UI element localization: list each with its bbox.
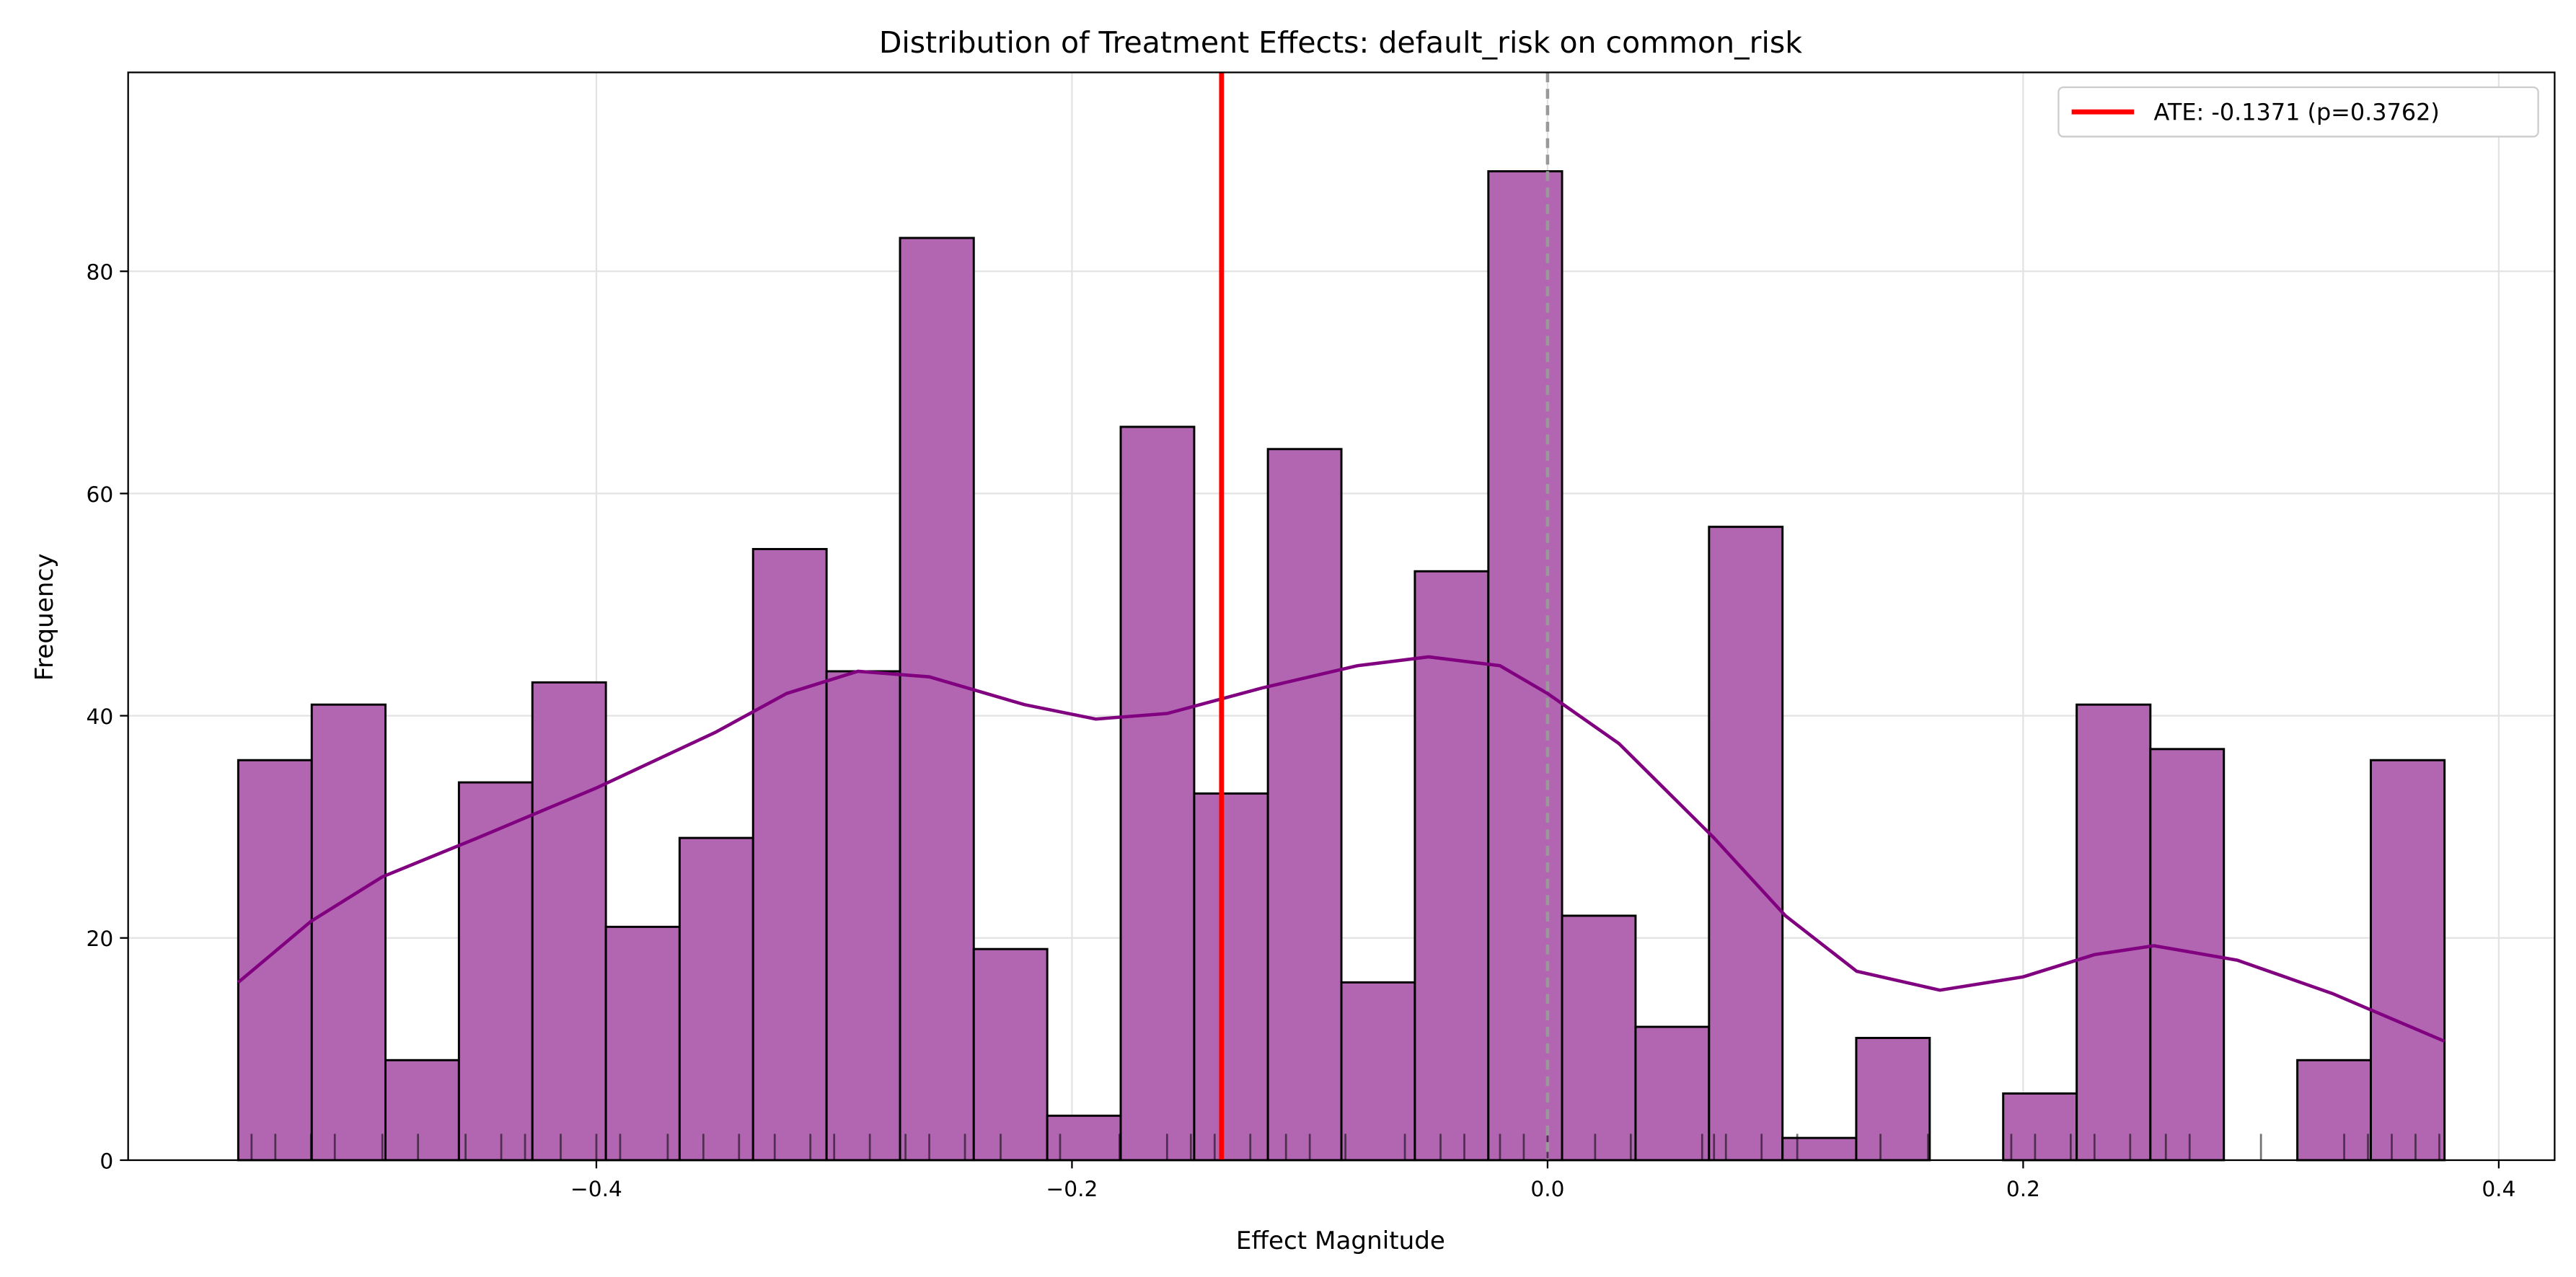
kde-line — [237, 655, 2445, 1043]
bar — [1855, 1036, 1931, 1162]
x-axis-label: Effect Magnitude — [1236, 1227, 1445, 1255]
y-tick-label: 0 — [100, 1148, 113, 1173]
bar — [1340, 981, 1416, 1162]
bar — [604, 925, 681, 1162]
bar — [2002, 1092, 2078, 1162]
chart-title: Distribution of Treatment Effects: defau… — [879, 25, 1802, 60]
bar — [310, 703, 387, 1162]
bar — [972, 947, 1049, 1162]
bar — [899, 237, 975, 1162]
bar — [457, 781, 534, 1162]
bar — [825, 670, 901, 1162]
bar — [531, 681, 607, 1162]
bar — [1266, 448, 1343, 1162]
y-tick-label: 40 — [87, 704, 114, 729]
bar — [1634, 1025, 1711, 1162]
legend-box — [2057, 86, 2539, 138]
bar — [1193, 792, 1269, 1162]
bar — [2076, 703, 2152, 1162]
bar — [384, 1059, 460, 1162]
x-tick-label: 0.4 — [2482, 1176, 2515, 1201]
bar — [1561, 914, 1637, 1162]
bar — [1413, 570, 1490, 1162]
plot-frame — [127, 71, 2556, 1162]
y-tick-label: 20 — [87, 926, 114, 951]
bar — [237, 759, 313, 1162]
y-tick-label: 80 — [87, 260, 114, 285]
bar — [2296, 1059, 2372, 1162]
x-tick-label: −0.2 — [1046, 1176, 1098, 1201]
bar — [1119, 425, 1196, 1162]
x-tick-label: 0.2 — [2006, 1176, 2040, 1201]
x-tick-label: 0.0 — [1530, 1176, 1564, 1201]
y-tick-label: 60 — [87, 482, 114, 507]
bar — [751, 547, 828, 1162]
bar — [678, 836, 754, 1162]
x-tick-label: −0.4 — [570, 1176, 622, 1201]
legend-label: ATE: -0.1371 (p=0.3762) — [2154, 99, 2440, 126]
bar — [2370, 759, 2446, 1162]
bar — [1781, 1136, 1858, 1162]
y-axis-label: Frequency — [30, 553, 59, 681]
bar — [1046, 1114, 1122, 1162]
